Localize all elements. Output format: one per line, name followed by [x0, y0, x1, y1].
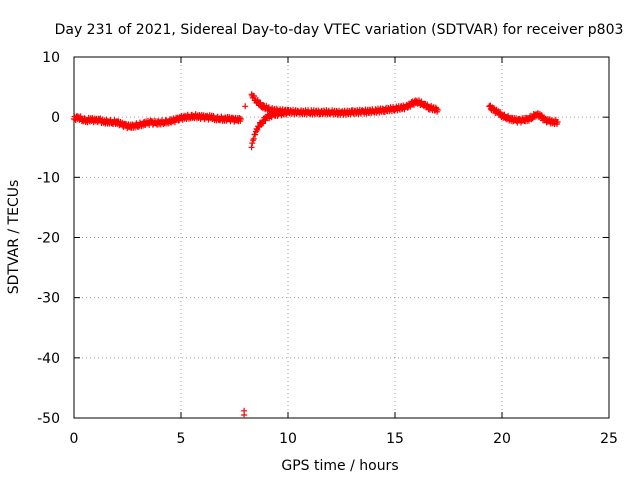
x-tick-label: 15	[386, 431, 404, 447]
x-tick-label: 25	[600, 431, 618, 447]
data-point-fill	[252, 131, 259, 138]
x-tick-label: 20	[493, 431, 511, 447]
y-tick-label: -10	[37, 170, 60, 186]
x-tick-label: 10	[279, 431, 297, 447]
data-point	[250, 135, 257, 142]
data-point	[554, 119, 561, 125]
data-point	[237, 116, 244, 122]
y-tick-label: -20	[37, 231, 60, 247]
data-point-fill	[249, 140, 256, 147]
y-axis-label: SDTVAR / TECUs	[6, 180, 22, 295]
y-tick-label: 0	[51, 110, 60, 126]
data-series	[71, 91, 561, 418]
y-tick-label: -50	[37, 411, 60, 427]
data-point-fill	[254, 127, 261, 133]
y-tick-label: 10	[42, 50, 60, 66]
y-tick-label: -30	[37, 291, 60, 307]
x-tick-label: 5	[177, 431, 186, 447]
y-ticks: -50 -40 -30 -20 -10 0 10	[37, 50, 609, 427]
y-tick-label: -40	[37, 351, 60, 367]
chart-title: Day 231 of 2021, Sidereal Day-to-day VTE…	[55, 22, 624, 38]
data-point	[241, 412, 248, 418]
x-ticks: 0 5 10 15 20 25	[70, 57, 618, 447]
data-point	[248, 144, 255, 151]
data-point	[242, 103, 249, 110]
x-tick-label: 0	[70, 431, 79, 447]
data-point-fill	[250, 137, 256, 144]
x-axis-label: GPS time / hours	[281, 458, 398, 474]
data-point	[434, 106, 441, 113]
